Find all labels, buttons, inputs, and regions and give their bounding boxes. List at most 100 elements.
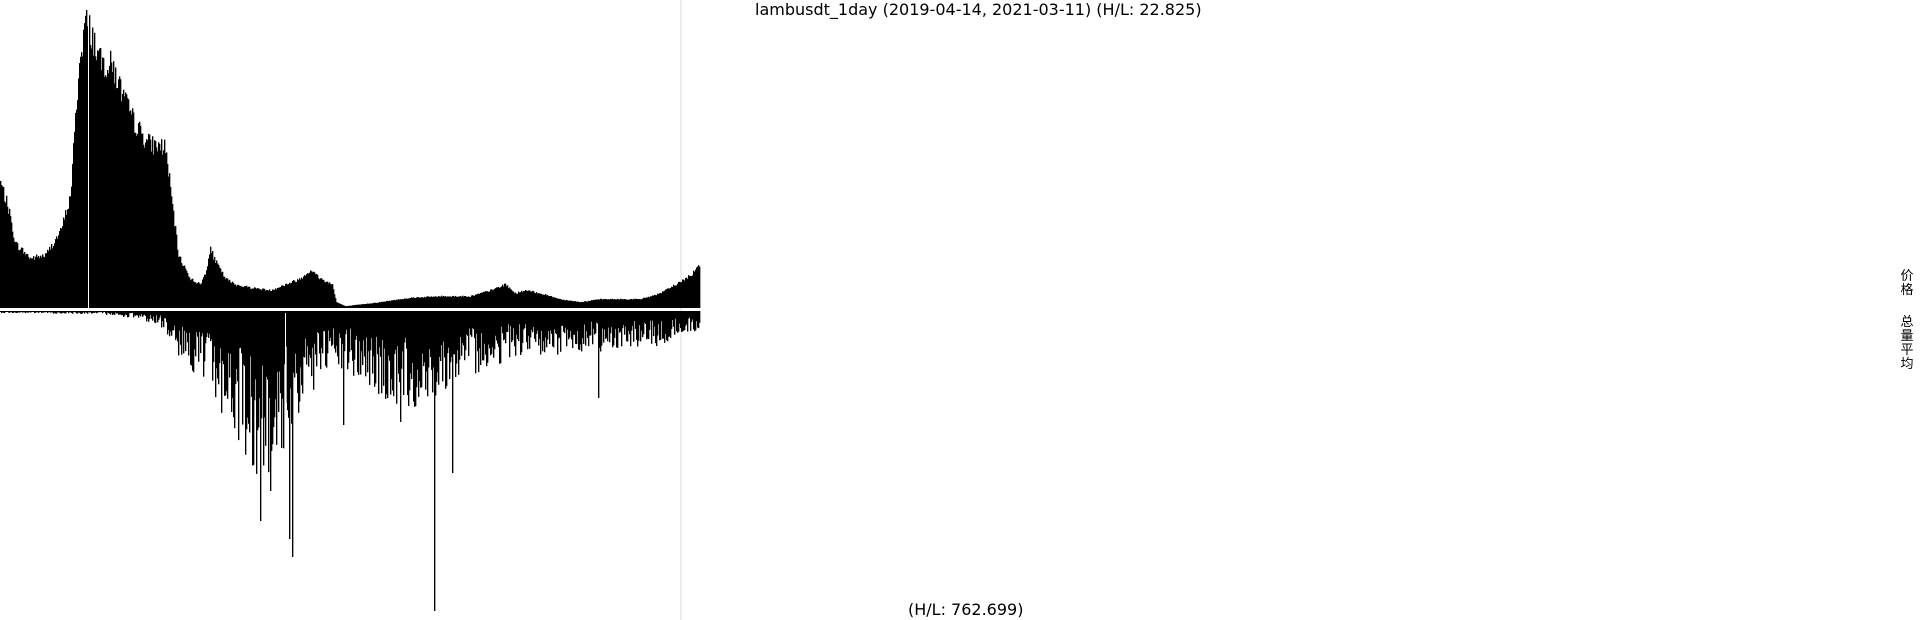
volume-bar <box>154 311 156 323</box>
volume-bar <box>680 311 682 329</box>
price-bar <box>213 259 215 308</box>
volume-bar <box>326 311 328 368</box>
price-bar <box>255 287 257 308</box>
volume-bar <box>46 311 48 312</box>
volume-bar <box>303 311 305 357</box>
price-bar <box>516 293 518 308</box>
volume-bar <box>213 311 215 363</box>
price-bar <box>218 264 220 308</box>
price-bar <box>322 279 324 308</box>
price-bar <box>205 274 207 308</box>
price-bar <box>157 151 159 308</box>
price-bar <box>648 296 650 308</box>
volume-bar <box>352 311 354 361</box>
price-bar <box>224 276 226 308</box>
volume-bar <box>486 311 488 367</box>
price-bar <box>135 132 137 308</box>
volume-bar <box>541 311 543 331</box>
price-bar <box>352 305 354 308</box>
volume-bar <box>455 311 457 377</box>
volume-bar <box>205 311 207 344</box>
price-bar <box>639 298 641 308</box>
price-bar <box>68 208 70 308</box>
price-bar <box>52 248 54 308</box>
volume-bar <box>610 311 612 334</box>
volume-bar <box>570 311 572 331</box>
volume-bar <box>495 311 497 336</box>
volume-bar <box>138 311 140 318</box>
price-bar <box>611 299 613 308</box>
price-bar <box>687 279 689 308</box>
price-bar <box>620 298 622 308</box>
volume-bar <box>68 311 70 314</box>
volume-bar <box>435 311 437 396</box>
volume-bar <box>565 311 567 328</box>
volume-bar <box>69 311 71 313</box>
price-bar <box>643 297 645 308</box>
volume-bar <box>119 311 121 315</box>
price-bar <box>198 282 200 308</box>
volume-bar <box>422 311 424 354</box>
volume-bar <box>361 311 363 352</box>
price-bar <box>547 294 549 308</box>
price-bar <box>525 290 527 308</box>
price-bar <box>387 300 389 308</box>
price-bar <box>22 247 24 308</box>
price-bar <box>333 289 335 308</box>
price-bar <box>416 297 418 308</box>
volume-bar <box>292 311 294 557</box>
volume-bar <box>180 311 182 345</box>
volume-bar <box>575 311 577 344</box>
volume-bar <box>183 311 185 354</box>
price-bar <box>468 296 470 308</box>
price-bar <box>478 293 480 308</box>
volume-bar <box>556 311 558 335</box>
price-bar <box>307 273 309 308</box>
volume-bar <box>399 311 401 383</box>
price-bar <box>279 287 281 308</box>
price-bar <box>484 291 486 308</box>
price-bar <box>610 298 612 308</box>
price-bar <box>494 288 496 308</box>
volume-bar <box>13 311 15 313</box>
price-bar <box>508 288 510 308</box>
price-bar <box>289 282 291 308</box>
price-bar <box>46 253 48 308</box>
price-bar <box>499 288 501 308</box>
price-bar <box>285 283 287 308</box>
volume-bar <box>668 311 670 337</box>
volume-bar <box>665 311 667 334</box>
price-bar <box>20 249 22 308</box>
price-bar <box>584 301 586 308</box>
volume-bar <box>136 311 138 315</box>
volume-bar <box>107 311 109 313</box>
volume-bar <box>244 311 246 367</box>
volume-bar <box>158 311 160 321</box>
volume-bar <box>510 311 512 327</box>
volume-bar <box>43 311 45 313</box>
price-bar <box>517 293 519 308</box>
volume-bar <box>249 311 251 433</box>
price-bar <box>448 296 450 308</box>
price-bar <box>80 56 82 309</box>
price-bar <box>189 277 191 308</box>
volume-bar <box>14 311 16 312</box>
price-bar <box>623 299 625 308</box>
volume-bar <box>480 311 482 366</box>
price-bar <box>180 256 182 308</box>
price-bar <box>669 288 671 308</box>
volume-bar <box>459 311 461 360</box>
price-bar <box>605 299 607 308</box>
price-bar <box>48 251 50 308</box>
price-bar <box>105 75 107 308</box>
price-bar <box>162 154 164 308</box>
price-bar <box>622 299 624 308</box>
volume-bar <box>19 311 21 313</box>
price-bar <box>7 206 9 308</box>
volume-bar <box>3 311 5 313</box>
price-bar <box>220 268 222 308</box>
volume-bar <box>194 311 196 350</box>
volume-bar <box>60 311 62 314</box>
volume-high-low-label: (H/L: 762.699) <box>908 600 1024 619</box>
price-bar <box>597 299 599 308</box>
